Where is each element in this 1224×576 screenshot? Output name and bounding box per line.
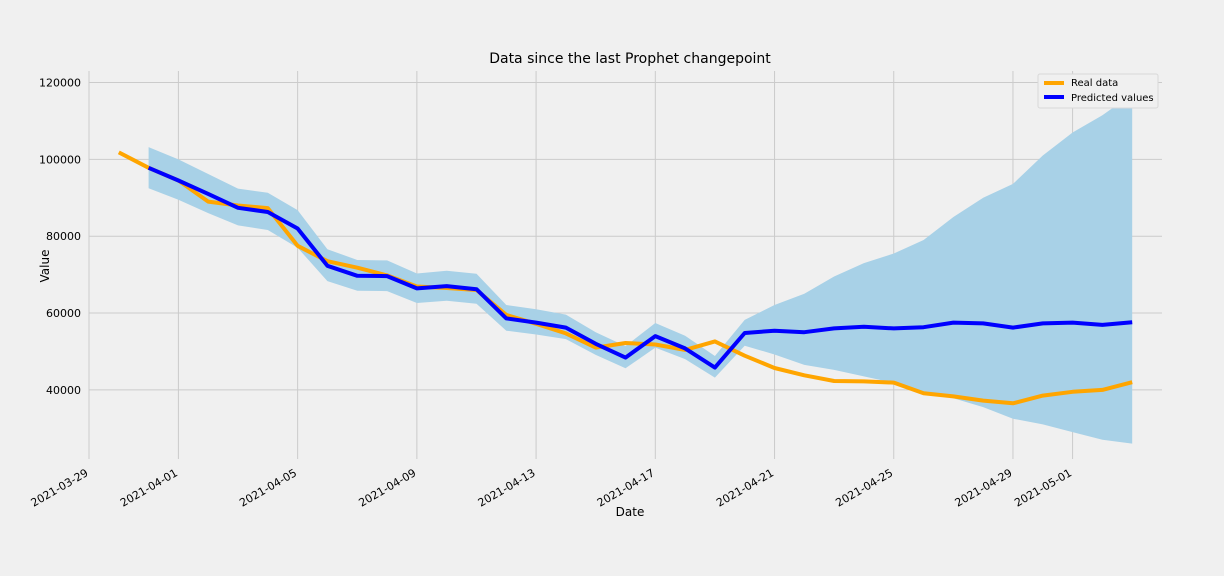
legend-label-real: Real data xyxy=(1071,78,1118,89)
y-tick-label: 120000 xyxy=(39,77,81,90)
predicted-values-line xyxy=(147,165,1133,370)
y-tick-label: 40000 xyxy=(46,384,81,397)
x-axis-label: Date xyxy=(616,505,645,519)
chart-title: Data since the last Prophet changepoint xyxy=(489,51,771,67)
legend: Real data Predicted values xyxy=(1037,73,1159,109)
real-data-line xyxy=(117,150,1133,406)
legend-label-predicted: Predicted values xyxy=(1071,93,1154,104)
y-tick-label: 100000 xyxy=(39,153,81,166)
y-tick-label: 80000 xyxy=(46,230,81,243)
legend-box xyxy=(1037,73,1159,109)
confidence-band xyxy=(148,94,1133,444)
series-layer xyxy=(117,150,1133,406)
y-tick-label: 60000 xyxy=(46,307,81,320)
y-axis-label: Value xyxy=(38,250,52,283)
y-axis: 40000 60000 80000 100000 120000 xyxy=(39,77,81,397)
confidence-band-layer xyxy=(148,94,1133,444)
